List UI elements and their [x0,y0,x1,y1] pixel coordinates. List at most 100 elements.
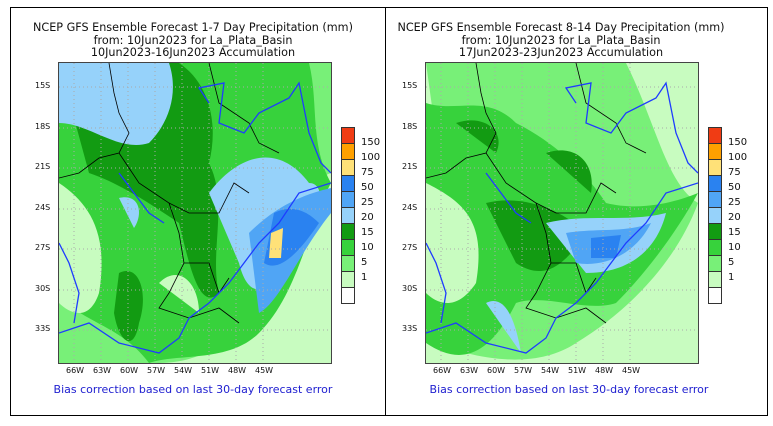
legend-swatch [341,176,355,192]
latitude-label: 21S [35,162,51,171]
country-border [426,63,497,179]
precip-contour [159,274,199,313]
longitude-label: 66W [66,366,85,375]
precip-contour [486,200,586,272]
longitude-label: 51W [568,366,587,375]
legend-swatch [341,144,355,160]
bias-correction-note: Bias correction based on last 30-day for… [429,383,709,396]
country-border [184,262,230,294]
latitude-label: 15S [402,81,418,90]
longitude-label: 60W [120,366,139,375]
legend-swatch [341,128,355,144]
precip-contour [269,228,283,258]
latitude-label: 15S [35,81,51,90]
title-line-3: 17Jun2023-23Jun2023 Accumulation [458,46,664,59]
legend-label: 50 [361,182,374,193]
legend-label: 100 [728,152,748,163]
legend-swatch [341,208,355,224]
legend-swatch [708,176,722,192]
panel-title: NCEP GFS Ensemble Forecast 8-14 Day Prec… [368,21,754,60]
precip-contour [59,63,173,146]
precip-contour [591,235,621,258]
country-border [118,152,240,324]
country-border [575,63,647,154]
legend-swatch [341,272,355,288]
country-border [168,182,250,214]
precip-contour [59,183,102,313]
latitude-label: 24S [402,203,418,212]
legend-label: 50 [728,182,741,193]
legend-label: 15 [728,227,741,238]
forecast-panel-1-7-day: NCEP GFS Ensemble Forecast 1-7 Day Preci… [0,0,386,426]
latitude-label: 30S [35,284,51,293]
color-legend: 150 100 75 50 25 20 15 10 5 1 [341,127,380,304]
precipitation-field [59,63,331,363]
latitude-label: 27S [402,243,418,252]
legend-swatch [708,240,722,256]
legend-swatch [708,160,722,176]
legend-swatch [341,224,355,240]
legend-swatch [708,224,722,240]
legend-label: 1 [728,272,735,283]
precip-contour [546,150,592,193]
legend-label: 5 [361,257,368,268]
longitude-label: 48W [228,366,247,375]
basin-outline-river [426,81,698,354]
forecast-panel-8-14-day: NCEP GFS Ensemble Forecast 8-14 Day Prec… [376,0,762,426]
legend-label: 20 [361,212,374,223]
country-border [59,63,130,179]
legend-label: 20 [728,212,741,223]
title-line-1: NCEP GFS Ensemble Forecast 8-14 Day Prec… [397,21,725,34]
legend-swatch [708,144,722,160]
longitude-label: 60W [487,366,506,375]
longitude-label: 45W [255,366,274,375]
figure-frame [10,7,768,416]
legend-swatch [341,160,355,176]
longitude-label: 45W [622,366,641,375]
latitude-label: 33S [402,324,418,333]
latitude-label: 27S [35,243,51,252]
legend-label: 75 [361,167,374,178]
latitude-label: 30S [402,284,418,293]
title-line-1: NCEP GFS Ensemble Forecast 1-7 Day Preci… [33,21,353,34]
country-border [535,182,617,214]
legend-label: 100 [361,152,381,163]
longitude-label: 57W [514,366,533,375]
longitude-label: 63W [460,366,479,375]
title-line-3: 10Jun2023-16Jun2023 Accumulation [90,46,296,59]
legend-swatch [341,240,355,256]
precipitation-map [58,62,332,364]
title-line-2: from: 10Jun2023 for La_Plata_Basin [93,33,293,47]
precip-contour [486,301,521,353]
longitude-label: 66W [433,366,452,375]
legend-label: 15 [361,227,374,238]
latitude-label: 24S [35,203,51,212]
legend-swatch [708,256,722,272]
precipitation-map [425,62,699,364]
latitude-label: 18S [402,122,418,131]
country-border [208,63,280,154]
latitude-label: 18S [35,122,51,131]
legend-label: 10 [361,242,374,253]
longitude-label: 51W [201,366,220,375]
legend-swatch [708,288,722,304]
panel-divider [385,7,386,415]
longitude-label: 48W [595,366,614,375]
legend-swatch [341,256,355,272]
legend-swatch [708,128,722,144]
legend-label: 10 [728,242,741,253]
color-legend: 150 100 75 50 25 20 15 10 5 1 [708,127,747,304]
legend-swatch [708,192,722,208]
latitude-label: 21S [402,162,418,171]
precip-contour [119,197,139,228]
legend-label: 150 [728,137,748,148]
longitude-label: 54W [174,366,193,375]
longitude-label: 63W [93,366,112,375]
legend-label: 1 [361,272,368,283]
legend-swatch [708,272,722,288]
legend-swatch [708,208,722,224]
legend-label: 25 [361,197,374,208]
precipitation-field [426,63,698,363]
legend-swatch [341,192,355,208]
legend-label: 150 [361,137,381,148]
